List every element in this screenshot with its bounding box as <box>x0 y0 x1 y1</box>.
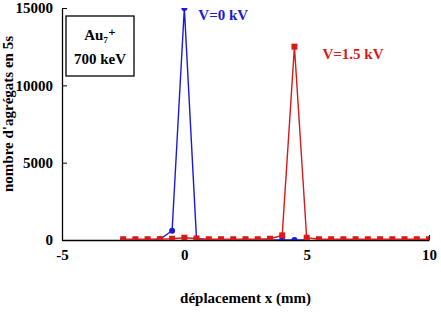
data-point <box>230 237 236 240</box>
y-tick-label: 5000 <box>23 155 53 171</box>
y-tick-mark <box>62 240 67 241</box>
data-point <box>206 237 212 240</box>
x-tick-label: 0 <box>181 247 189 263</box>
x-tick-mark <box>429 235 430 240</box>
data-point <box>291 237 297 240</box>
x-tick-label: -5 <box>56 247 69 263</box>
x-tick-label: 5 <box>303 247 311 263</box>
x-tick: 0 <box>181 235 189 263</box>
data-point <box>291 44 297 50</box>
data-point <box>279 232 285 238</box>
chart: -50510050001000015000déplacement x (mm)n… <box>0 0 441 313</box>
annotation: Au₇⁺ <box>84 27 116 43</box>
series-line <box>123 8 307 240</box>
x-axis-line <box>63 240 430 241</box>
y-tick: 15000 <box>16 0 68 16</box>
data-point <box>132 237 138 240</box>
y-tick: 10000 <box>16 78 68 94</box>
series-label: V=0 kV <box>198 7 248 23</box>
info-box-frame <box>66 16 134 76</box>
data-point <box>181 235 187 240</box>
data-point <box>132 236 138 240</box>
data-point <box>255 237 261 240</box>
data-point <box>181 8 187 11</box>
annotation: 700 keV <box>74 51 126 67</box>
y-tick-label: 15000 <box>16 0 54 16</box>
data-point <box>414 236 420 240</box>
x-tick: 5 <box>303 235 311 263</box>
data-point <box>365 236 371 240</box>
y-tick-mark <box>62 85 67 86</box>
y-tick: 5000 <box>23 155 67 171</box>
data-point <box>145 237 151 240</box>
series-label: V=1.5 kV <box>322 46 383 62</box>
data-point <box>194 235 200 240</box>
y-tick: 0 <box>46 232 68 248</box>
series-labels: V=0 kV V=1.5 kV <box>198 7 383 62</box>
y-axis-title: nombre d'agrégats en 5s <box>0 36 16 192</box>
data-point <box>120 237 126 240</box>
data-point <box>218 237 224 240</box>
data-point <box>120 236 126 240</box>
y-tick-mark <box>62 8 67 9</box>
data-point <box>267 236 273 240</box>
data-point <box>402 236 408 240</box>
y-tick-mark <box>62 163 67 164</box>
x-axis-title: déplacement x (mm) <box>180 290 311 307</box>
y-tick-label: 0 <box>46 232 54 248</box>
data-point <box>316 236 322 240</box>
data-point <box>377 236 383 240</box>
data-point <box>169 236 175 240</box>
y-tick-label: 10000 <box>16 78 54 94</box>
data-point <box>243 237 249 240</box>
data-point <box>353 236 359 240</box>
series-line <box>123 47 429 240</box>
data-point <box>255 236 261 240</box>
data-point <box>304 235 310 240</box>
data-point <box>145 236 151 240</box>
x-axis: -5 0 5 10 <box>56 235 437 263</box>
y-axis: 0 5000 10000 15000 <box>16 0 68 248</box>
y-axis-line <box>62 9 63 241</box>
data-point <box>218 236 224 240</box>
data-point <box>169 228 175 234</box>
data-point <box>340 236 346 240</box>
data-point <box>230 236 236 240</box>
plot-area <box>120 8 429 240</box>
data-point <box>206 236 212 240</box>
data-point <box>426 236 429 240</box>
info-box: Au₇⁺ 700 keV <box>66 16 134 76</box>
data-point <box>157 236 163 240</box>
data-point <box>389 236 395 240</box>
x-tick-label: 10 <box>422 247 437 263</box>
data-point <box>157 236 163 240</box>
data-point <box>243 236 249 240</box>
data-point <box>328 236 334 240</box>
